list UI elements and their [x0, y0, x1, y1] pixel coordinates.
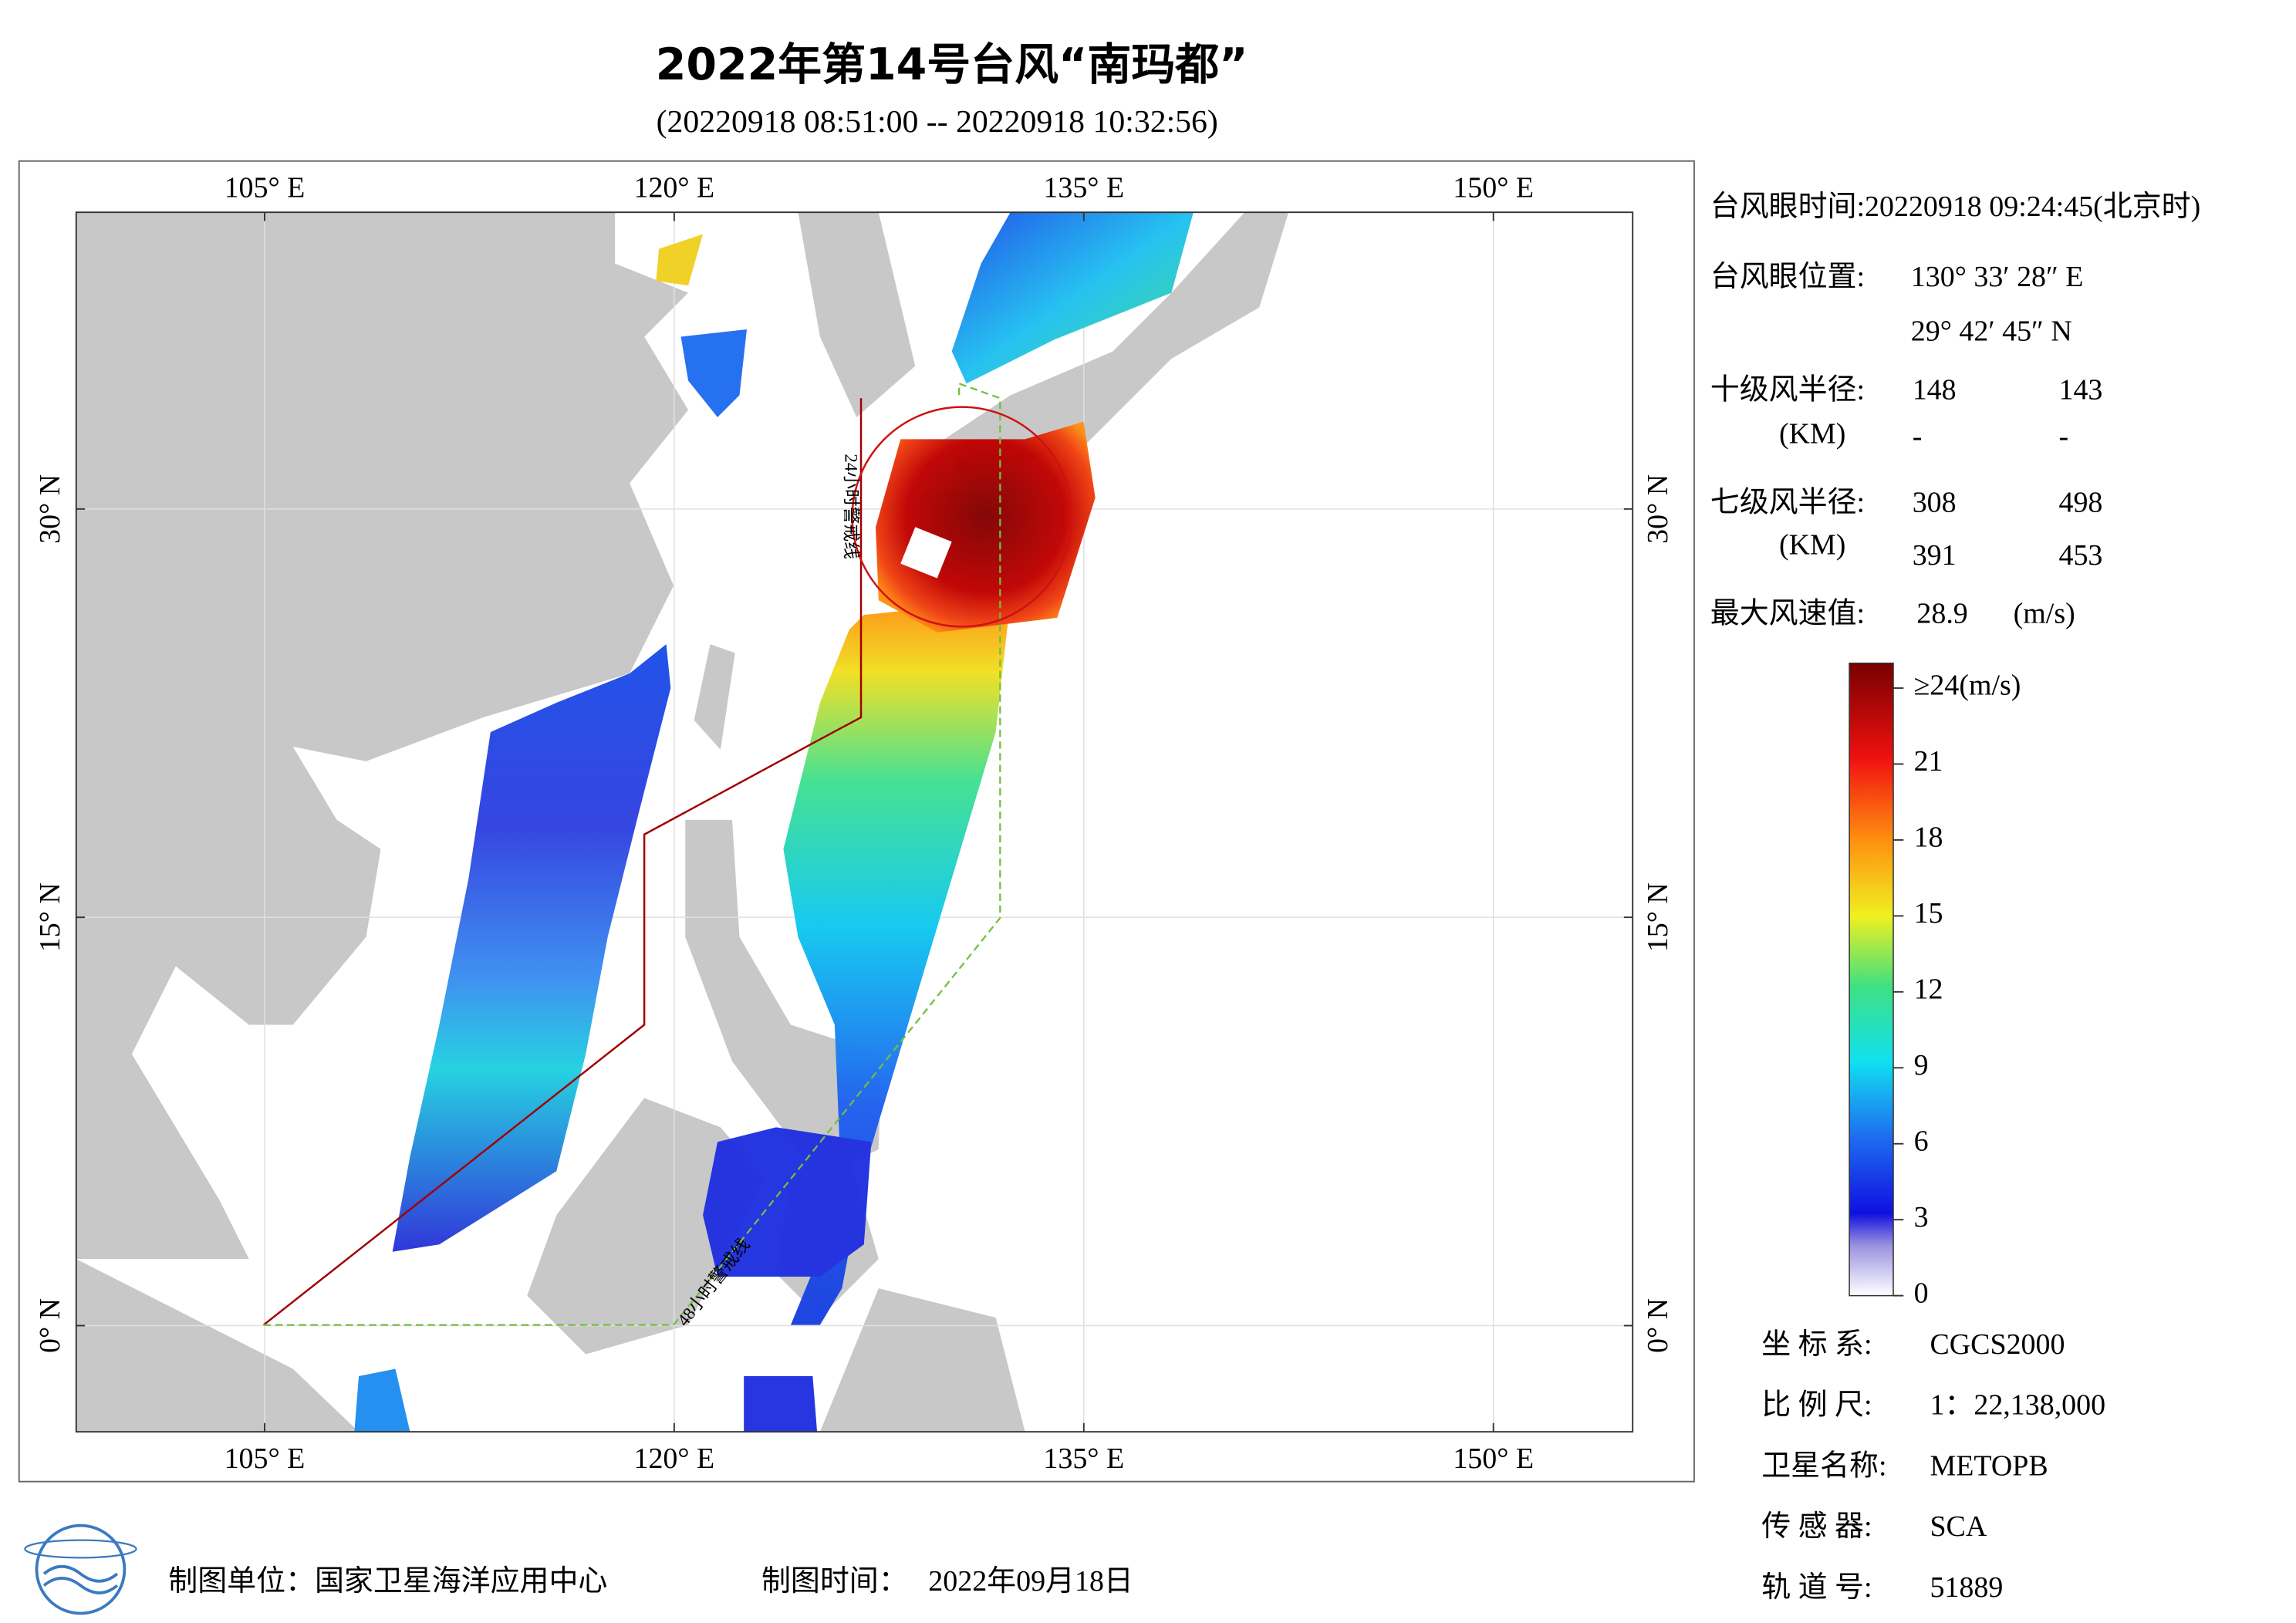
meta-value: METOPB — [1930, 1449, 2048, 1482]
r7-value: 498 — [2058, 486, 2102, 518]
r10-unit: (KM) — [1779, 417, 1845, 450]
title: 2022年第14号台风“南玛都” — [656, 39, 1248, 90]
logo — [24, 1523, 137, 1615]
map-body: 24小时警戒线 48小时警戒线 — [76, 212, 1633, 1432]
info-panel: 台风眼时间:20220918 09:24:45(北京时) 台风眼位置: 130°… — [1710, 191, 2200, 630]
swath-gap — [900, 527, 952, 579]
r7-label: 七级风半径: — [1710, 486, 1865, 518]
eye-time: 台风眼时间:20220918 09:24:45(北京时) — [1710, 191, 2200, 223]
map-frame — [18, 160, 1695, 1483]
warning-line-24h — [262, 398, 863, 1326]
lon-label: 150° E — [1453, 1442, 1534, 1475]
meta-value: CGCS2000 — [1930, 1328, 2065, 1361]
lon-label: 105° E — [225, 171, 306, 204]
meta-value: SCA — [1930, 1510, 1987, 1543]
meta-label: 卫星名称: — [1761, 1449, 1886, 1482]
wind-swath — [392, 644, 671, 1252]
colorbar-label: 21 — [1914, 745, 1943, 778]
lat-label: 0° N — [34, 1298, 66, 1353]
footer-time-label: 制图时间： — [761, 1565, 908, 1598]
lon-label: 135° E — [1043, 171, 1124, 204]
footer-unit: 制图单位：国家卫星海洋应用中心 — [168, 1565, 607, 1598]
meta-label: 传 感 器: — [1761, 1510, 1872, 1543]
lat-label: 30° N — [1642, 474, 1674, 544]
r10-value: - — [1913, 420, 1923, 453]
r10-value: 143 — [2058, 373, 2102, 406]
wind-swath — [703, 1127, 872, 1277]
meta-value: 1：22,138,000 — [1930, 1389, 2105, 1422]
lat-label: 15° N — [34, 882, 66, 952]
colorbar — [1849, 662, 1894, 1297]
colorbar-label: 15 — [1914, 897, 1943, 930]
colorbar-label: 9 — [1914, 1049, 1929, 1081]
wind-swaths — [354, 212, 1194, 1432]
meta-label: 轨 道 号: — [1761, 1571, 1872, 1604]
r7-value: 308 — [1913, 486, 1957, 518]
r7-value: 391 — [1913, 539, 1957, 572]
r7-unit: (KM) — [1779, 529, 1845, 562]
grid — [76, 212, 1633, 1432]
wind-swath — [656, 234, 704, 286]
wind-swath — [354, 1368, 410, 1432]
max-wind-label: 最大风速值: — [1710, 598, 1865, 630]
wind-radius-circle — [851, 406, 1073, 628]
eye-pos-label: 台风眼位置: — [1710, 261, 1865, 293]
meta-value: 51889 — [1930, 1571, 2003, 1604]
colorbar-label: 6 — [1914, 1125, 1929, 1157]
footer-time: 2022年09月18日 — [928, 1565, 1133, 1598]
meta-label: 比 例 尺: — [1761, 1389, 1872, 1422]
lat-label: 30° N — [34, 474, 66, 544]
r10-value: 148 — [1913, 373, 1957, 406]
lat-label: 0° N — [1642, 1298, 1674, 1353]
colorbar-label: 12 — [1914, 973, 1943, 1006]
subtitle: (20220918 08:51:00 -- 20220918 10:32:56) — [657, 104, 1218, 140]
lat-label: 15° N — [1642, 882, 1674, 952]
warning-24h-label: 24小时警戒线 — [842, 454, 861, 559]
colorbar-label: 3 — [1914, 1201, 1929, 1233]
plot-frame — [75, 211, 1634, 1433]
max-wind-value: 28.9 — [1916, 598, 1967, 630]
lon-label: 150° E — [1453, 171, 1534, 204]
lon-label: 105° E — [225, 1442, 306, 1475]
lon-label: 135° E — [1043, 1442, 1124, 1475]
colorbar-label: 18 — [1914, 822, 1943, 854]
wind-swath — [875, 421, 1096, 633]
wind-swath — [680, 329, 747, 417]
max-wind-unit: (m/s) — [2014, 598, 2075, 630]
eye-lat: 29° 42′ 45″ N — [1911, 315, 2072, 347]
meta-label: 坐 标 系: — [1761, 1328, 1872, 1361]
wind-swath — [951, 212, 1194, 384]
r10-value: - — [2058, 420, 2068, 453]
colorbar-label: ≥24(m/s) — [1914, 670, 2021, 702]
r7-value: 453 — [2058, 539, 2102, 572]
lon-label: 120° E — [633, 1442, 714, 1475]
warning-line-48h — [263, 382, 1001, 1326]
r10-label: 十级风半径: — [1710, 373, 1865, 406]
lon-label: 120° E — [633, 171, 714, 204]
colorbar-label: 0 — [1914, 1277, 1929, 1309]
wind-swath — [744, 1376, 818, 1432]
eye-lon: 130° 33′ 28″ E — [1911, 261, 2084, 293]
land — [76, 212, 1289, 1432]
